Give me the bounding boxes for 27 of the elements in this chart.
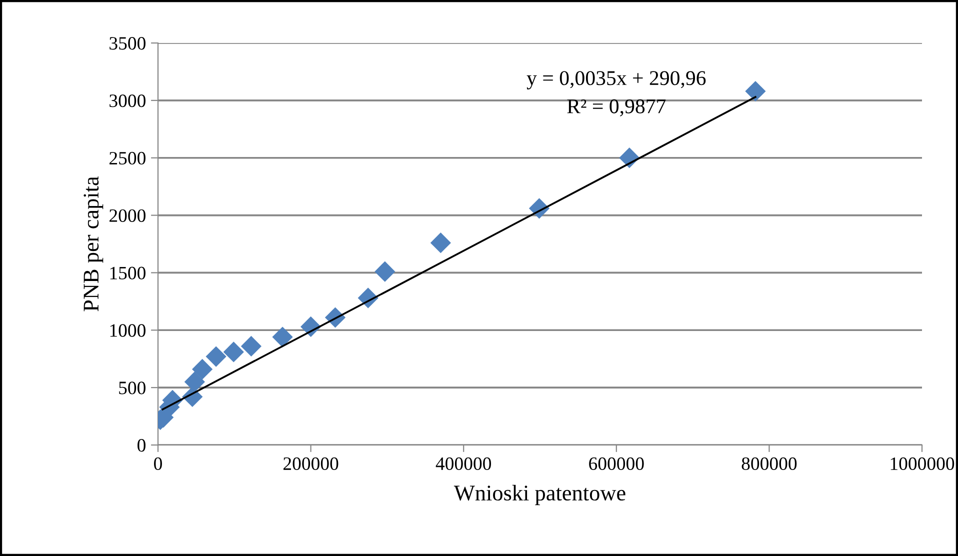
x-tick-label: 200000 [284, 457, 338, 470]
annotation: y = 0,0035x + 290,96 [526, 71, 706, 90]
point [240, 336, 262, 357]
y-tick-label: 1500 [110, 266, 146, 280]
x-axis-title: Wnioski patentowe [454, 484, 626, 506]
y-tick-label: 1000 [110, 324, 146, 337]
y-tick-label: 2000 [110, 209, 146, 222]
x-tick-label: 1000000 [890, 457, 954, 470]
point [374, 261, 396, 282]
point [430, 232, 451, 254]
point [206, 346, 226, 367]
point [272, 326, 293, 348]
y-axis-title: PNB per capita [84, 176, 104, 312]
x-tick-label: 0 [154, 457, 162, 470]
y-tick-label: 0 [138, 439, 146, 452]
y-tick-label: 2500 [110, 152, 146, 165]
x-tick-label: 400000 [436, 457, 492, 470]
point [223, 342, 244, 362]
point [192, 358, 213, 380]
x-tick-label: 800000 [742, 457, 797, 470]
annotation: R² = 0,9877 [567, 99, 666, 116]
y-tick-label: 500 [119, 382, 146, 394]
x-tick-label: 600000 [589, 457, 644, 470]
point [184, 372, 205, 392]
y-tick-label: 3000 [110, 94, 146, 108]
point [745, 80, 766, 102]
y-tick-label: 3500 [110, 37, 146, 50]
